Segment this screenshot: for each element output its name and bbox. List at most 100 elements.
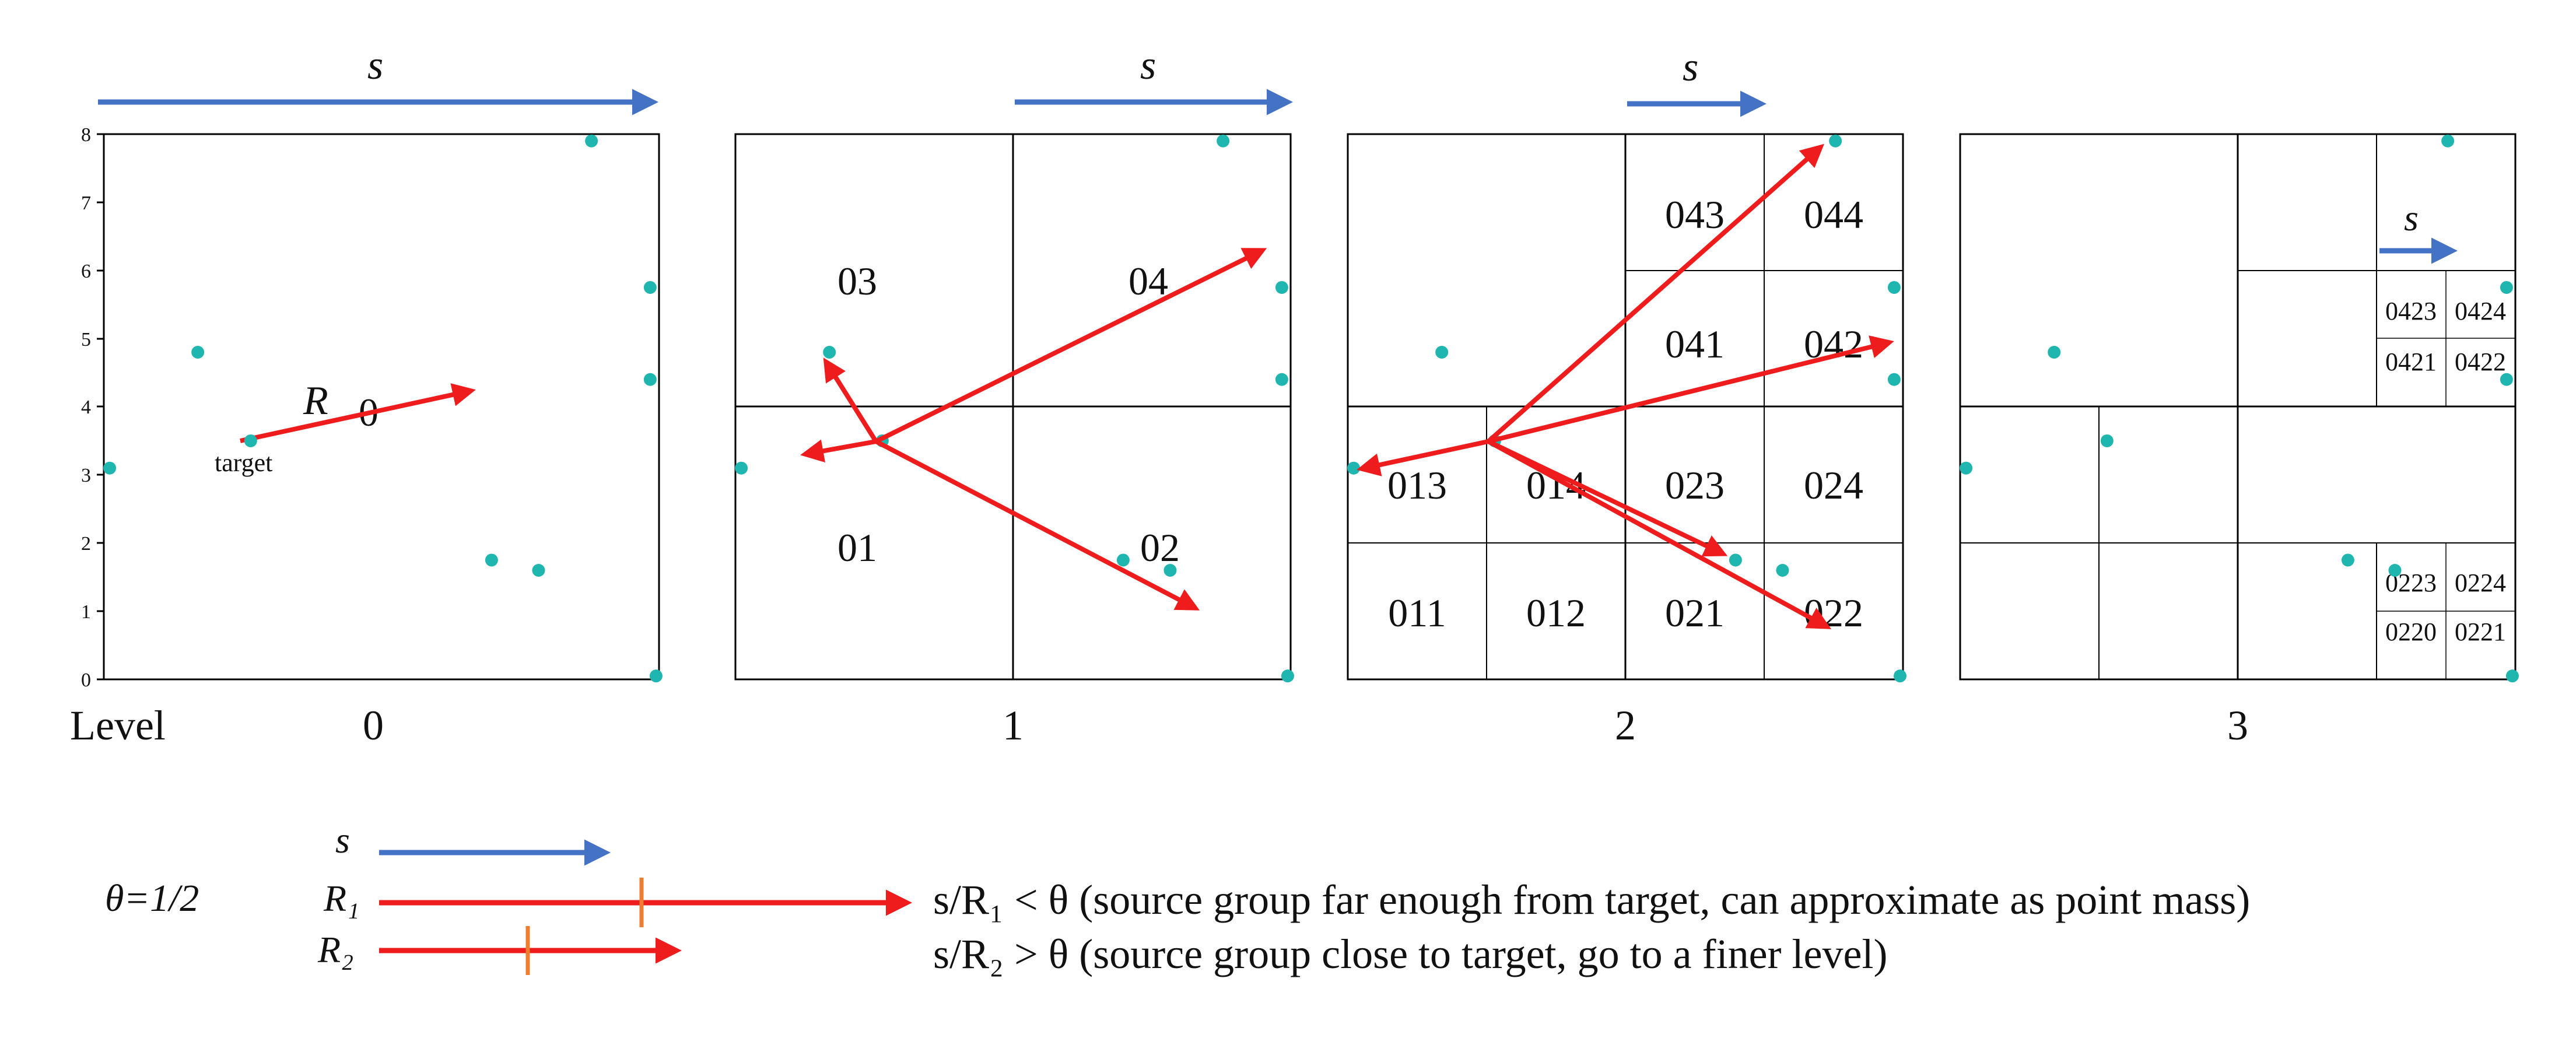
panel-level-1: s 03 04 01 02 1 (734, 43, 1294, 749)
panel-level-0: s 0 1 2 3 4 5 6 7 8 0 R (70, 43, 663, 749)
level-number: 3 (2227, 702, 2248, 749)
point (485, 553, 498, 567)
rule-close: s/R₂ > θ (source group close to target, … (933, 931, 1887, 977)
point (2100, 434, 2114, 447)
cell-label: 023 (1665, 463, 1725, 507)
cell-label: 043 (1665, 192, 1725, 237)
point (1887, 373, 1901, 386)
legend-s-label: s (335, 819, 350, 861)
cell-label: 03 (837, 259, 877, 303)
point (244, 434, 257, 447)
r-arrow (240, 383, 476, 443)
point (823, 346, 836, 359)
point (2500, 373, 2513, 386)
cell-label: 022 (1804, 591, 1863, 635)
point (1960, 461, 1973, 475)
y-tick-label: 6 (81, 261, 91, 282)
panel-frame (103, 133, 660, 681)
arrow-to-01 (800, 439, 877, 463)
arrow-to-022 (1487, 439, 1832, 629)
s-label: s (1140, 43, 1156, 88)
cell-label: 041 (1665, 322, 1725, 366)
panel-level-2: s 043 044 041 042 013 014 023 024 011 01… (1347, 45, 1906, 749)
point (191, 346, 205, 359)
s-label: s (367, 43, 383, 88)
cell-label: 0421 (2385, 348, 2437, 376)
y-tick-label: 1 (81, 601, 91, 623)
y-tick-label: 5 (81, 329, 91, 350)
level-number: 0 (363, 702, 384, 749)
point (532, 564, 545, 577)
y-tick-label: 2 (81, 533, 91, 555)
cell-label: 04 (1128, 259, 1168, 303)
cell-label: 0422 (2455, 348, 2506, 376)
legend-r2-label: R₂ (317, 929, 353, 970)
quadtree-grid (734, 133, 1292, 681)
rule-far: s/R₁ < θ (source group far enough from t… (933, 876, 2250, 923)
cell-label: 021 (1665, 591, 1725, 635)
theta-label: θ=1/2 (105, 877, 199, 920)
cell-label: 0224 (2455, 569, 2506, 597)
cell-label: 012 (1526, 591, 1586, 635)
cell-label: 02 (1140, 525, 1180, 570)
point (2388, 564, 2402, 577)
point (1163, 564, 1177, 577)
cell-label: 01 (837, 525, 877, 570)
point (1275, 373, 1288, 386)
point (1729, 553, 1742, 567)
cell-label: 024 (1804, 463, 1863, 507)
distance-arrows (800, 248, 1267, 611)
s-label: s (1683, 45, 1698, 90)
point (103, 461, 117, 475)
point (643, 280, 657, 294)
arrow-to-02 (875, 439, 1200, 611)
point (2441, 134, 2455, 148)
distance-arrows (1357, 143, 1894, 629)
panel-level-3: s 0423 0424 0421 0422 0223 0224 0220 022… (1959, 133, 2519, 749)
point (1217, 134, 1230, 148)
point (1435, 346, 1449, 359)
y-tick-label: 3 (81, 465, 91, 486)
point (1829, 134, 1842, 148)
level-caption: Level (70, 702, 166, 749)
point (1893, 669, 1906, 683)
points (103, 134, 663, 683)
point (1887, 280, 1901, 294)
point (643, 373, 657, 386)
target-label: target (215, 448, 272, 477)
arrow-to-03 (823, 357, 878, 443)
s-label: s (2404, 197, 2419, 239)
y-tick-marks (97, 133, 104, 681)
point (1347, 461, 1361, 475)
legend-r1-label: R₁ (323, 878, 359, 919)
cell-label: 0221 (2455, 618, 2506, 646)
point (2500, 280, 2513, 294)
arrow-to-044 (1487, 143, 1824, 443)
legend: θ=1/2 s R₁ R₂ s/R₁ < θ (source group far… (105, 819, 2250, 977)
y-tick-label: 7 (81, 192, 91, 214)
point (735, 461, 748, 475)
cell-label: 0424 (2455, 297, 2506, 325)
arrow-to-04 (875, 248, 1267, 444)
points (1960, 134, 2519, 683)
level-number: 2 (1615, 702, 1636, 749)
cell-label: 013 (1387, 463, 1447, 507)
y-axis: 0 1 2 3 4 5 6 7 8 (81, 124, 104, 691)
cell-label: 0220 (2385, 618, 2437, 646)
cell-label: 044 (1804, 192, 1863, 237)
cell-label: 0423 (2385, 297, 2437, 325)
point (2341, 553, 2354, 567)
y-tick-label: 0 (81, 669, 91, 691)
r-label: R (303, 378, 328, 423)
point (1281, 669, 1294, 683)
point (585, 134, 598, 148)
quadtree-grid (1959, 133, 2517, 681)
cell-label: 011 (1388, 591, 1446, 635)
arrow-to-021 (1487, 439, 1728, 557)
arrow-to-042 (1488, 335, 1894, 444)
y-tick-label: 4 (81, 397, 91, 418)
arrow-to-013 (1357, 439, 1489, 476)
point (649, 669, 663, 683)
point (1116, 553, 1130, 567)
